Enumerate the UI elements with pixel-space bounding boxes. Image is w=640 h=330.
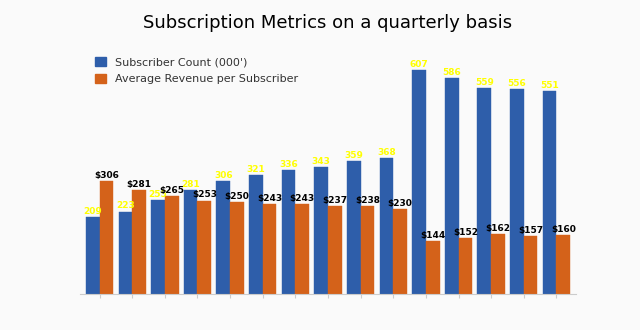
Text: $281: $281 xyxy=(127,180,152,189)
Text: $238: $238 xyxy=(355,196,380,205)
Bar xyxy=(282,170,296,294)
Bar xyxy=(165,196,179,294)
Text: $144: $144 xyxy=(420,231,445,240)
Bar xyxy=(198,201,211,294)
Text: 223: 223 xyxy=(116,202,135,211)
Text: $243: $243 xyxy=(290,194,315,203)
Text: 321: 321 xyxy=(246,165,265,174)
Text: 607: 607 xyxy=(410,60,428,69)
Text: $253: $253 xyxy=(192,190,217,199)
Text: $160: $160 xyxy=(551,225,576,234)
Bar xyxy=(296,204,309,294)
Text: 556: 556 xyxy=(508,79,526,88)
Text: 359: 359 xyxy=(344,151,364,160)
Legend: Subscriber Count (000'), Average Revenue per Subscriber: Subscriber Count (000'), Average Revenue… xyxy=(90,53,303,88)
Text: $157: $157 xyxy=(518,226,543,235)
Bar xyxy=(491,234,505,294)
Bar xyxy=(132,190,146,294)
Text: $162: $162 xyxy=(486,224,511,233)
Bar xyxy=(230,202,244,294)
Bar xyxy=(184,190,198,294)
Bar xyxy=(510,89,524,294)
Bar xyxy=(380,158,393,294)
Bar xyxy=(118,212,132,294)
Bar xyxy=(426,241,440,294)
Text: $250: $250 xyxy=(225,191,250,201)
Bar xyxy=(458,238,472,294)
Bar xyxy=(360,206,374,294)
Text: 255: 255 xyxy=(148,190,168,199)
Text: $237: $237 xyxy=(323,196,348,205)
Text: 209: 209 xyxy=(83,207,102,215)
Bar xyxy=(412,70,426,294)
Bar xyxy=(86,217,100,294)
Bar xyxy=(249,176,263,294)
Text: $306: $306 xyxy=(94,171,119,180)
Bar xyxy=(524,236,538,294)
Text: 281: 281 xyxy=(181,180,200,189)
Text: 306: 306 xyxy=(214,171,232,180)
Bar xyxy=(263,204,276,294)
Bar xyxy=(556,235,570,294)
Bar xyxy=(100,181,113,294)
Text: 586: 586 xyxy=(442,68,461,77)
Text: $243: $243 xyxy=(257,194,282,203)
Text: 559: 559 xyxy=(475,78,493,87)
Text: 336: 336 xyxy=(279,160,298,169)
Bar xyxy=(477,88,491,294)
Bar xyxy=(393,209,407,294)
Bar xyxy=(328,207,342,294)
Bar xyxy=(314,167,328,294)
Title: Subscription Metrics on a quarterly basis: Subscription Metrics on a quarterly basi… xyxy=(143,15,513,32)
Bar xyxy=(151,200,165,294)
Text: $265: $265 xyxy=(159,186,184,195)
Bar xyxy=(543,91,556,294)
Bar xyxy=(216,181,230,294)
Bar xyxy=(445,78,458,294)
Bar xyxy=(347,161,360,294)
Text: $152: $152 xyxy=(453,228,478,237)
Text: 551: 551 xyxy=(540,81,559,90)
Text: 343: 343 xyxy=(312,157,331,166)
Text: 368: 368 xyxy=(377,148,396,157)
Text: $230: $230 xyxy=(388,199,413,208)
